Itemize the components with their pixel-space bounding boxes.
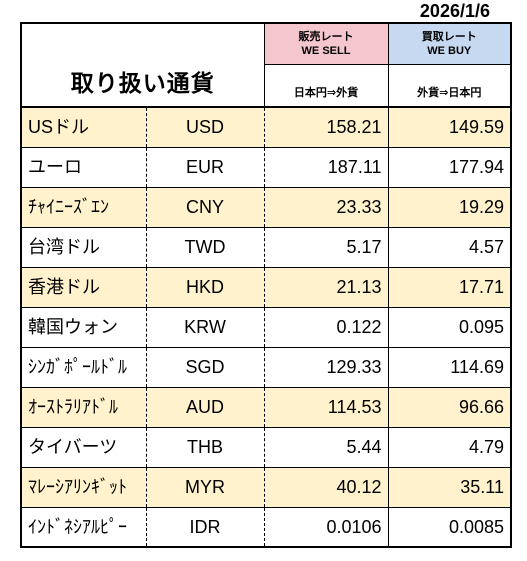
rate-date: 2026/1/6 bbox=[419, 1, 490, 21]
currency-name: ﾏﾚｰｼｱﾘﾝｷﾞｯﾄ bbox=[20, 466, 147, 508]
sell-rate: 40.12 bbox=[263, 466, 389, 508]
header-row-top: 取り扱い通貨 販売レート WE SELL 買取レート WE BUY bbox=[20, 22, 512, 108]
currency-name: ユーロ bbox=[20, 146, 147, 188]
currency-row: 香港ドル HKD 21.13 17.71 bbox=[20, 266, 512, 308]
currency-code: CNY bbox=[145, 186, 265, 228]
currency-code: AUD bbox=[145, 386, 265, 428]
currency-row: ﾁｬｲﾆｰｽﾞｴﾝ CNY 23.33 19.29 bbox=[20, 186, 512, 228]
sell-rate-label-en: WE SELL bbox=[301, 44, 351, 57]
buy-rate: 149.59 bbox=[387, 106, 512, 148]
buy-rate: 4.57 bbox=[387, 226, 512, 268]
sell-rate: 23.33 bbox=[263, 186, 389, 228]
currency-code: TWD bbox=[145, 226, 265, 268]
currency-name: ｲﾝﾄﾞﾈｼｱﾙﾋﾟｰ bbox=[20, 506, 147, 548]
sell-direction-label: 日本円⇒外貨 bbox=[263, 63, 389, 108]
buy-rate: 35.11 bbox=[387, 466, 512, 508]
buy-rate: 114.69 bbox=[387, 346, 512, 388]
buy-rate: 96.66 bbox=[387, 386, 512, 428]
sell-rate-label-ja: 販売レート bbox=[298, 30, 354, 43]
currency-name: ｼﾝｶﾞﾎﾟｰﾙﾄﾞﾙ bbox=[20, 346, 147, 388]
currency-row: USドル USD 158.21 149.59 bbox=[20, 106, 512, 148]
buy-rate: 177.94 bbox=[387, 146, 512, 188]
currency-name: 香港ドル bbox=[20, 266, 147, 308]
currency-row: タイバーツ THB 5.44 4.79 bbox=[20, 426, 512, 468]
buy-rate: 19.29 bbox=[387, 186, 512, 228]
currency-rows: USドル USD 158.21 149.59 ユーロ EUR 187.11 177.94 ﾁｬｲ… bbox=[20, 106, 512, 548]
sell-rate: 114.53 bbox=[263, 386, 389, 428]
sell-rate: 0.0106 bbox=[263, 506, 389, 548]
sell-rate: 5.44 bbox=[263, 426, 389, 468]
sell-rate-header: 販売レート WE SELL bbox=[263, 22, 389, 65]
currency-row: 韓国ウォン KRW 0.122 0.095 bbox=[20, 306, 512, 348]
buy-rate-label-en: WE BUY bbox=[427, 44, 472, 57]
buy-rate: 4.79 bbox=[387, 426, 512, 468]
currency-code: MYR bbox=[145, 466, 265, 508]
currency-code: SGD bbox=[145, 346, 265, 388]
sell-rate: 21.13 bbox=[263, 266, 389, 308]
currency-code: KRW bbox=[145, 306, 265, 348]
currency-code: EUR bbox=[145, 146, 265, 188]
currency-row: ユーロ EUR 187.11 177.94 bbox=[20, 146, 512, 188]
buy-rate-header: 買取レート WE BUY bbox=[387, 22, 512, 65]
currency-row: ｼﾝｶﾞﾎﾟｰﾙﾄﾞﾙ SGD 129.33 114.69 bbox=[20, 346, 512, 388]
currency-code: THB bbox=[145, 426, 265, 468]
sell-rate: 5.17 bbox=[263, 226, 389, 268]
currency-row: ｵｰｽﾄﾗﾘｱﾄﾞﾙ AUD 114.53 96.66 bbox=[20, 386, 512, 428]
currency-code: HKD bbox=[145, 266, 265, 308]
currency-name: USドル bbox=[20, 106, 147, 148]
sell-rate: 187.11 bbox=[263, 146, 389, 188]
exchange-rate-table: 取り扱い通貨 販売レート WE SELL 買取レート WE BUY 日本円⇒外貨… bbox=[20, 22, 512, 548]
buy-rate: 0.095 bbox=[387, 306, 512, 348]
sell-rate: 158.21 bbox=[263, 106, 389, 148]
currency-code: IDR bbox=[145, 506, 265, 548]
currency-name: 韓国ウォン bbox=[20, 306, 147, 348]
currency-name: タイバーツ bbox=[20, 426, 147, 468]
currency-row: ｲﾝﾄﾞﾈｼｱﾙﾋﾟｰ IDR 0.0106 0.0085 bbox=[20, 506, 512, 548]
sell-rate: 129.33 bbox=[263, 346, 389, 388]
currency-code: USD bbox=[145, 106, 265, 148]
buy-direction-label: 外貨⇒日本円 bbox=[387, 63, 512, 108]
currency-name: ｵｰｽﾄﾗﾘｱﾄﾞﾙ bbox=[20, 386, 147, 428]
table-title: 取り扱い通貨 bbox=[20, 22, 265, 108]
currency-row: ﾏﾚｰｼｱﾘﾝｷﾞｯﾄ MYR 40.12 35.11 bbox=[20, 466, 512, 508]
buy-rate-label-ja: 買取レート bbox=[421, 30, 477, 43]
buy-rate: 17.71 bbox=[387, 266, 512, 308]
buy-rate: 0.0085 bbox=[387, 506, 512, 548]
currency-row: 台湾ドル TWD 5.17 4.57 bbox=[20, 226, 512, 268]
header-row-bottom: 日本円⇒外貨 外貨⇒日本円 bbox=[21, 63, 512, 108]
currency-name: ﾁｬｲﾆｰｽﾞｴﾝ bbox=[20, 186, 147, 228]
sell-rate: 0.122 bbox=[263, 306, 389, 348]
currency-name: 台湾ドル bbox=[20, 226, 147, 268]
